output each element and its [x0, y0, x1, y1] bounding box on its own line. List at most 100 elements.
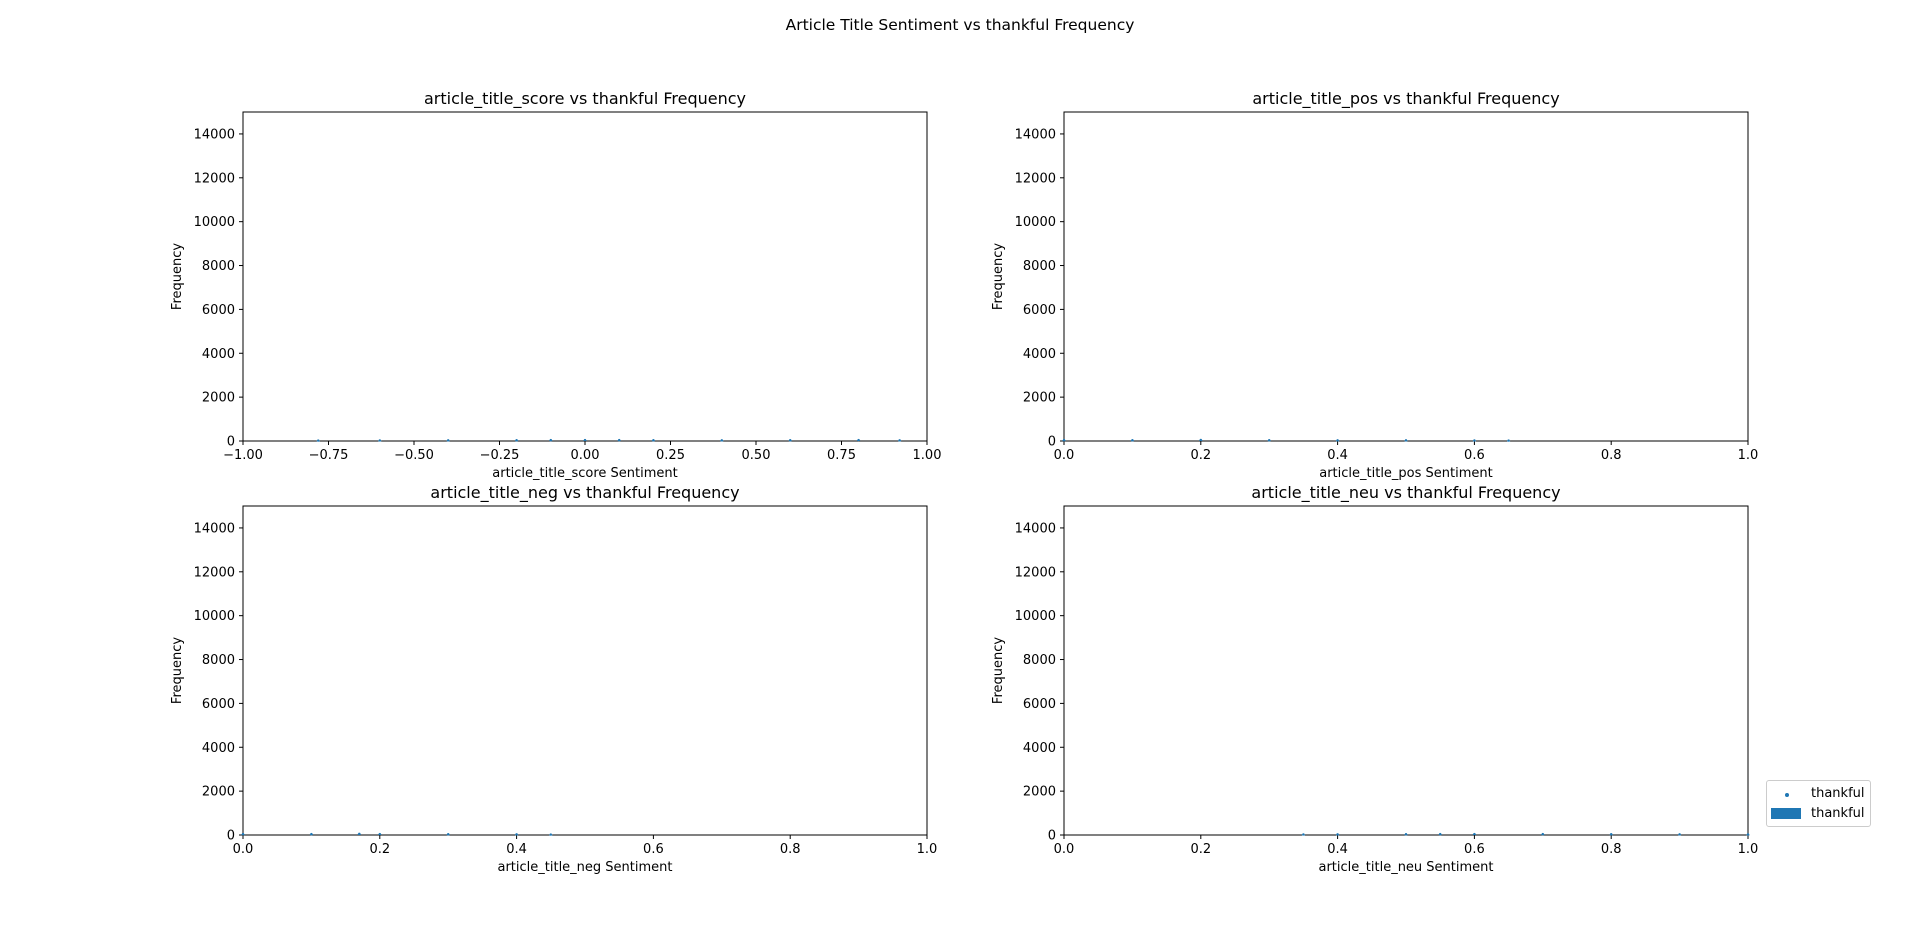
data-point	[1131, 439, 1134, 442]
x-tick-label: 0.2	[369, 842, 390, 857]
y-tick-label: 2000	[1023, 391, 1056, 406]
y-tick-label: 0	[1048, 435, 1056, 450]
data-point	[618, 438, 621, 442]
axes-frame	[1063, 505, 1749, 836]
x-tick-label: −0.25	[480, 448, 520, 463]
x-tick-label: 0.8	[1601, 448, 1622, 463]
legend-label: thankful	[1811, 806, 1865, 821]
y-tick-label: 10000	[194, 609, 235, 624]
y-tick-label: 14000	[194, 127, 235, 142]
data-point	[1336, 833, 1339, 836]
y-tick-label: 2000	[202, 785, 235, 800]
data-point	[358, 832, 361, 835]
data-point	[515, 833, 518, 836]
y-tick-label: 14000	[1015, 127, 1056, 142]
y-tick-label: 4000	[1023, 741, 1056, 756]
y-axis-label: Frequency	[170, 637, 185, 704]
x-tick-label: 0.2	[1190, 448, 1211, 463]
data-point	[720, 439, 723, 442]
y-tick-label: 8000	[202, 259, 235, 274]
legend-point-marker	[1785, 793, 1789, 797]
data-point	[583, 438, 587, 442]
y-tick-label: 10000	[1015, 215, 1056, 230]
y-tick-label: 6000	[1023, 303, 1056, 318]
data-point	[1541, 832, 1545, 836]
y-tick-label: 14000	[194, 521, 235, 536]
data-point	[1507, 439, 1510, 442]
y-tick-label: 12000	[1015, 565, 1056, 580]
x-tick-label: 1.00	[913, 448, 942, 463]
data-point	[1439, 832, 1442, 836]
x-tick-label: −1.00	[223, 448, 263, 463]
data-point	[1302, 833, 1305, 836]
x-tick-label: 0.25	[656, 448, 685, 463]
x-tick-label: 1.0	[1738, 448, 1759, 463]
data-point	[1473, 439, 1476, 442]
legend-entry-bars: thankful	[1767, 804, 1870, 824]
legend-label: thankful	[1811, 786, 1865, 801]
data-point	[789, 439, 792, 442]
y-tick-label: 8000	[1023, 259, 1056, 274]
x-tick-label: 0.4	[1327, 842, 1348, 857]
subplot-title: article_title_neg vs thankful Frequency	[430, 483, 739, 503]
data-point	[241, 832, 245, 836]
data-point	[1678, 833, 1681, 836]
x-axis-label: article_title_neg Sentiment	[497, 860, 672, 875]
x-tick-label: −0.50	[394, 448, 434, 463]
y-tick-label: 10000	[1015, 609, 1056, 624]
y-tick-label: 4000	[1023, 347, 1056, 362]
y-tick-label: 2000	[1023, 785, 1056, 800]
y-tick-label: 8000	[1023, 653, 1056, 668]
y-tick-label: 10000	[194, 215, 235, 230]
y-tick-label: 0	[227, 829, 235, 844]
data-point	[378, 439, 381, 442]
y-tick-label: 0	[1048, 829, 1056, 844]
axes-frame	[242, 505, 928, 836]
data-point	[515, 439, 518, 442]
data-point	[447, 439, 450, 442]
subplot-title: article_title_score vs thankful Frequenc…	[424, 89, 746, 109]
x-tick-label: 0.0	[233, 842, 254, 857]
x-tick-label: 0.4	[506, 842, 527, 857]
x-tick-label: 0.6	[643, 842, 664, 857]
data-point	[317, 439, 320, 442]
data-point	[857, 438, 860, 442]
data-point	[652, 439, 655, 442]
x-tick-label: 0.0	[1054, 448, 1075, 463]
y-tick-label: 2000	[202, 391, 235, 406]
x-tick-label: 0.0	[1054, 842, 1075, 857]
y-tick-label: 6000	[1023, 697, 1056, 712]
x-axis-label: article_title_score Sentiment	[492, 466, 677, 481]
x-tick-label: 0.00	[571, 448, 600, 463]
x-tick-label: −0.75	[309, 448, 349, 463]
y-tick-label: 12000	[194, 171, 235, 186]
x-tick-label: 0.4	[1327, 448, 1348, 463]
y-axis-label: Frequency	[991, 637, 1006, 704]
y-tick-label: 12000	[1015, 171, 1056, 186]
data-point	[378, 832, 381, 836]
data-point	[310, 832, 313, 836]
data-point	[1404, 833, 1408, 836]
x-axis-label: article_title_pos Sentiment	[1319, 466, 1493, 481]
data-point	[1473, 832, 1476, 836]
legend-entry-points: thankful	[1767, 784, 1870, 804]
subplot-title: article_title_neu vs thankful Frequency	[1251, 483, 1560, 503]
legend-bar-patch	[1771, 808, 1801, 819]
data-point	[447, 833, 450, 836]
y-tick-label: 14000	[1015, 521, 1056, 536]
data-point	[1268, 439, 1271, 442]
axes-frame	[1063, 111, 1749, 442]
axes-frame	[242, 111, 928, 442]
y-tick-label: 4000	[202, 741, 235, 756]
legend: thankful thankful	[1766, 780, 1871, 827]
y-axis-label: Frequency	[991, 243, 1006, 310]
data-point	[549, 833, 552, 836]
x-tick-label: 0.8	[1601, 842, 1622, 857]
data-point	[898, 439, 901, 442]
data-point	[1404, 439, 1408, 442]
x-tick-label: 1.0	[1738, 842, 1759, 857]
data-point	[1610, 833, 1613, 836]
x-tick-label: 0.8	[780, 842, 801, 857]
